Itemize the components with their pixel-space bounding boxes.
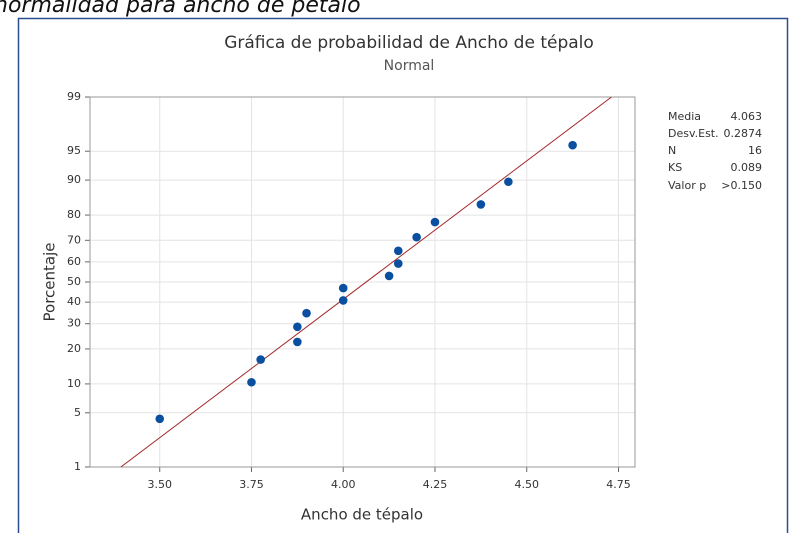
point	[384, 271, 394, 281]
stat-value: 4.063	[731, 110, 763, 123]
y-tick-label: 80	[67, 208, 81, 221]
point	[247, 377, 256, 387]
x-tick-label: 3.50	[147, 478, 172, 491]
point	[412, 232, 421, 242]
y-tick-label: 20	[67, 342, 81, 355]
stat-label: Desv.Est.	[668, 127, 719, 140]
stat-label: N	[668, 144, 676, 157]
x-tick-label: 4.50	[514, 478, 539, 491]
fit-line	[120, 97, 612, 467]
point	[155, 414, 165, 424]
x-tick-label: 4.75	[606, 478, 631, 491]
stat-value: 0.2874	[724, 127, 763, 140]
y-tick-label: 95	[67, 144, 81, 157]
point	[568, 140, 577, 150]
x-axis-label: Ancho de tépalo	[301, 506, 423, 524]
y-tick-label: 5	[74, 406, 81, 419]
point	[504, 177, 513, 187]
y-tick-label: 30	[67, 317, 81, 330]
stat-label: KS	[668, 161, 682, 174]
point	[338, 296, 348, 305]
point	[393, 246, 403, 256]
x-tick-label: 4.00	[331, 478, 356, 491]
stat-value: 0.089	[731, 161, 763, 174]
point	[393, 259, 403, 268]
y-tick-label: 1	[74, 460, 81, 473]
y-tick-label: 40	[67, 295, 81, 308]
y-tick-label: 60	[67, 255, 81, 268]
point	[256, 355, 265, 364]
frame	[17, 17, 789, 533]
plot-border	[89, 96, 636, 468]
x-tick-label: 4.25	[423, 478, 448, 491]
point	[293, 322, 302, 332]
y-tick-label: 70	[67, 233, 81, 246]
y-tick-label: 90	[67, 173, 81, 186]
stat-label: Media	[668, 110, 701, 123]
point	[302, 308, 311, 318]
y-axis-label: Porcentaje	[41, 243, 59, 322]
caption: normalidad para ancho de pétalo	[0, 0, 361, 18]
point	[430, 217, 440, 227]
y-tick-label: 99	[67, 90, 81, 103]
chart-title: Gráfica de probabilidad de Ancho de tépa…	[224, 33, 594, 53]
point	[293, 337, 302, 347]
point	[476, 200, 486, 209]
y-tick-label: 50	[67, 275, 81, 288]
stat-value: 16	[748, 144, 762, 157]
stat-value: >0.150	[721, 179, 762, 192]
y-tick-label: 10	[67, 377, 81, 390]
stat-label: Valor p	[668, 179, 706, 192]
point	[338, 283, 348, 293]
x-tick-label: 3.75	[239, 478, 264, 491]
chart-subtitle: Normal	[384, 58, 435, 74]
